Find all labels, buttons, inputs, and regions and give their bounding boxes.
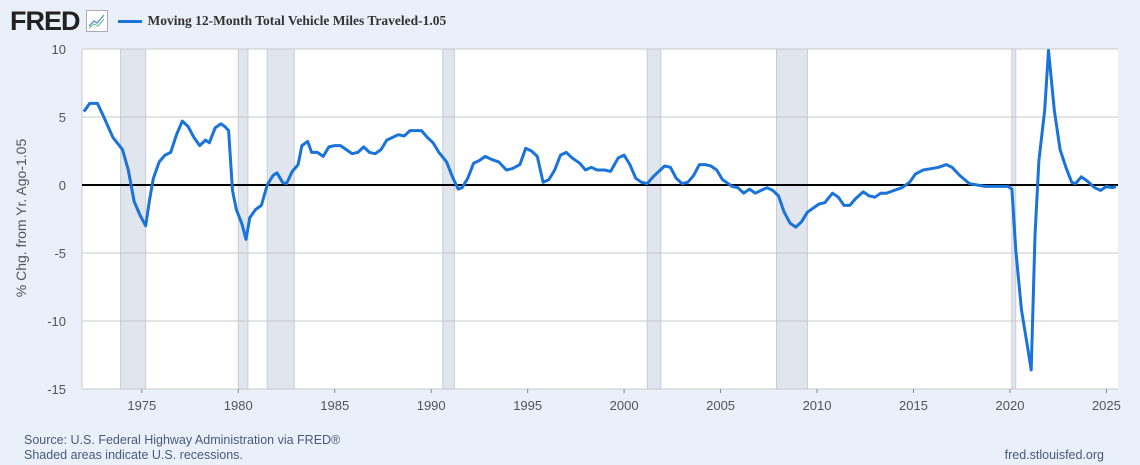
fred-url[interactable]: fred.stlouisfed.org — [1004, 448, 1104, 462]
recession-band — [266, 48, 295, 390]
x-tick-label: 2000 — [610, 398, 639, 413]
chart-header: FRED Moving 12-Month Total Vehicle Miles… — [10, 6, 446, 36]
y-tick-label: 0 — [59, 178, 66, 193]
plot-area — [82, 49, 1118, 389]
y-tick-label: 10 — [52, 42, 66, 57]
recession-band — [646, 48, 662, 390]
y-tick-label: -5 — [54, 246, 66, 261]
fred-logo[interactable]: FRED — [10, 5, 80, 36]
x-tick-label: 1980 — [224, 398, 253, 413]
y-tick-label: -10 — [47, 314, 66, 329]
x-tick-label: 1990 — [417, 398, 446, 413]
legend-swatch — [117, 19, 142, 23]
x-tick-label: 2015 — [899, 398, 928, 413]
source-text: Source: U.S. Federal Highway Administrat… — [24, 433, 341, 447]
recession-band — [442, 48, 455, 390]
x-tick-label: 2025 — [1092, 398, 1121, 413]
x-tick-label: 2020 — [996, 398, 1025, 413]
y-tick-label: 5 — [59, 110, 66, 125]
x-tick-label: 2005 — [706, 398, 735, 413]
legend-label: Moving 12-Month Total Vehicle Miles Trav… — [147, 13, 447, 28]
y-axis-label: % Chg. from Yr. Ago-1.05 — [13, 139, 29, 298]
series-line — [82, 48, 1117, 372]
x-tick-label: 1975 — [127, 398, 156, 413]
x-tick-label: 1985 — [320, 398, 349, 413]
x-tick-label: 2010 — [803, 398, 832, 413]
y-tick-label: -15 — [47, 382, 66, 397]
line-chart-icon — [85, 10, 108, 32]
x-tick-label: 1995 — [513, 398, 542, 413]
recession-note: Shaded areas indicate U.S. recessions. — [24, 448, 243, 462]
